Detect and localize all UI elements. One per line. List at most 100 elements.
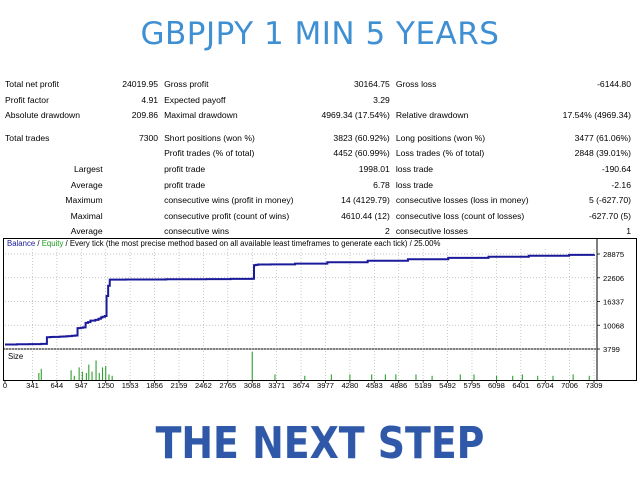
- y-tick-label: 22606: [603, 274, 624, 283]
- banner-title-top: GBPJPY 1 MIN 5 YEARS: [140, 16, 500, 52]
- report-cell-c1: Average: [70, 179, 103, 190]
- x-tick-label: 0: [3, 381, 7, 388]
- report-cell-c5: Loss trades (% of total): [395, 148, 485, 159]
- report-cell-c4: 3823 (60.92%): [333, 132, 390, 143]
- report-cell-c1: Average: [70, 226, 103, 237]
- y-tick-label: 10068: [603, 321, 624, 330]
- banner-title-bottom: THE NEXT STEP: [155, 418, 485, 469]
- report-cell-c3: profit trade: [164, 163, 206, 174]
- report-cell-c2: 209.86: [131, 110, 159, 121]
- report-cell-c4: 4610.44 (12): [341, 210, 390, 221]
- x-tick-label: 6401: [512, 381, 529, 388]
- report-row: Maximum consecutive wins (profit in money…: [5, 193, 631, 209]
- x-tick-label: 341: [26, 381, 39, 388]
- report-cell-c3: consecutive wins: [164, 226, 230, 237]
- report-row: Total trades 7300 Short positions (won %) 3…: [5, 131, 631, 147]
- report-cell-c6: 5 (-627.70): [588, 195, 631, 206]
- report-cell-c4: 14 (4129.79): [341, 195, 390, 206]
- x-tick-label: 5189: [415, 381, 432, 388]
- report-cell-c1: Absolute drawdown: [5, 110, 81, 121]
- report-cell-c6: -190.64: [601, 163, 631, 174]
- report-cell-c3: profit trade: [164, 179, 206, 190]
- x-tick-label: 4886: [390, 381, 407, 388]
- x-tick-label: 2765: [219, 381, 236, 388]
- chart-frame: [3, 238, 637, 381]
- report-cell-c1: Total net profit: [5, 79, 59, 89]
- report-cell-c6: 17.54% (4969.34): [562, 110, 631, 121]
- x-tick-label: 3068: [244, 381, 261, 388]
- report-cell-c1: Profit factor: [5, 94, 49, 105]
- report-row: Profit factor 4.91 Expected payoff 3.29: [5, 93, 631, 109]
- report-cell-c3: Short positions (won %): [164, 132, 255, 143]
- legend-balance: Balance: [7, 239, 36, 248]
- report-row: Average profit trade 6.78 loss trade -2.16: [5, 178, 631, 194]
- y-tick-label: 16337: [603, 298, 624, 307]
- x-tick-label: 1250: [97, 381, 114, 388]
- report-cell-c2: [106, 178, 164, 194]
- x-tick-label: 3674: [293, 381, 310, 388]
- report-cell-c1: Total trades: [5, 132, 50, 143]
- x-tick-label: 1856: [146, 381, 163, 388]
- report-cell-c5: Long positions (won %): [395, 132, 486, 143]
- report-cell-c3: consecutive profit (count of wins): [164, 210, 290, 221]
- report-cell-c3: Profit trades (% of total): [164, 148, 255, 159]
- report-cell-c3: Maximal drawdown: [164, 110, 238, 121]
- balance-line: [5, 253, 595, 346]
- report-row: Total net profit 24019.95 Gross profit 3016…: [5, 77, 631, 93]
- x-tick-label: 2462: [195, 381, 212, 388]
- report-cell-c2: 4.91: [141, 94, 159, 105]
- report-cell-c4: 4969.34 (17.54%): [321, 110, 390, 121]
- report-gap: [5, 124, 631, 131]
- report-row: Maximal consecutive profit (count of wins…: [5, 209, 631, 225]
- report-row: Profit trades (% of total) 4452 (60.99%) L…: [5, 146, 631, 162]
- report-row: Absolute drawdown 209.86 Maximal drawdown 4…: [5, 108, 631, 124]
- report-table: Total net profit 24019.95 Gross profit 3016…: [5, 77, 631, 240]
- report-cell-c6: -627.70 (5): [588, 210, 631, 221]
- x-tick-label: 7309: [586, 381, 603, 388]
- report-cell-c3: Gross profit: [164, 79, 209, 89]
- report-cell-c1: Largest: [73, 163, 103, 174]
- report-cell-c1: Maximum: [65, 195, 103, 206]
- size-panel-label: Size: [8, 352, 24, 361]
- report-cell-c6: [563, 93, 631, 109]
- report-cell-c2: 24019.95: [122, 79, 159, 89]
- x-tick-label: 5795: [464, 381, 481, 388]
- report-cell-c5: loss trade: [395, 163, 434, 174]
- report-cell-c5: Gross loss: [395, 79, 437, 89]
- x-tick-label: 6704: [537, 381, 554, 388]
- report-cell-c2: 7300: [138, 132, 159, 143]
- x-tick-label: 5492: [439, 381, 456, 388]
- y-tick-label: 28875: [603, 250, 624, 259]
- report-cell-c5: consecutive losses (loss in money): [395, 195, 529, 206]
- x-tick-label: 947: [75, 381, 88, 388]
- report-cell-c4: 6.78: [373, 179, 390, 190]
- report-cell-c3: consecutive wins (profit in money): [164, 195, 294, 206]
- x-tick-label: 2159: [171, 381, 188, 388]
- report-cell-c4: 4452 (60.99%): [333, 148, 390, 159]
- x-tick-label: 3977: [317, 381, 334, 388]
- x-tick-label: 4280: [341, 381, 358, 388]
- x-tick-label: 6098: [488, 381, 505, 388]
- report-cell-c5: consecutive loss (count of losses): [395, 210, 525, 221]
- x-tick-label: 644: [51, 381, 64, 388]
- report-cell-c5: loss trade: [395, 179, 434, 190]
- report-cell-c6: 3477 (61.06%): [574, 132, 631, 143]
- report-cell-c4: 30164.75: [353, 79, 390, 89]
- chart-legend: Balance / Equity / Every tick (the most …: [7, 239, 440, 248]
- report-cell-c5: Relative drawdown: [395, 110, 469, 121]
- report-cell-c3: Expected payoff: [164, 94, 226, 105]
- report-cell-c2: [106, 162, 164, 178]
- report-cell-c2: [106, 209, 164, 225]
- x-tick-label: 7006: [561, 381, 578, 388]
- balance-chart-svg: 0 341 644 947 1250 1553 1856 2159 2462 2765 3068 33…: [3, 238, 637, 388]
- x-tick-label: 4583: [366, 381, 383, 388]
- report-cell-c6: -2.16: [611, 179, 631, 190]
- x-tick-label: 1553: [122, 381, 139, 388]
- report-cell-c4: 3.29: [373, 94, 390, 105]
- report-row: Largest profit trade 1998.01 loss trade -190…: [5, 162, 631, 178]
- report-cell-c6: 1: [626, 226, 631, 237]
- report-cell-c2: [106, 146, 164, 162]
- balance-chart: 0 341 644 947 1250 1553 1856 2159 2462 2765 3068 33…: [3, 238, 637, 388]
- report-cell-c1: [5, 146, 106, 162]
- report-cell-c2: [106, 193, 164, 209]
